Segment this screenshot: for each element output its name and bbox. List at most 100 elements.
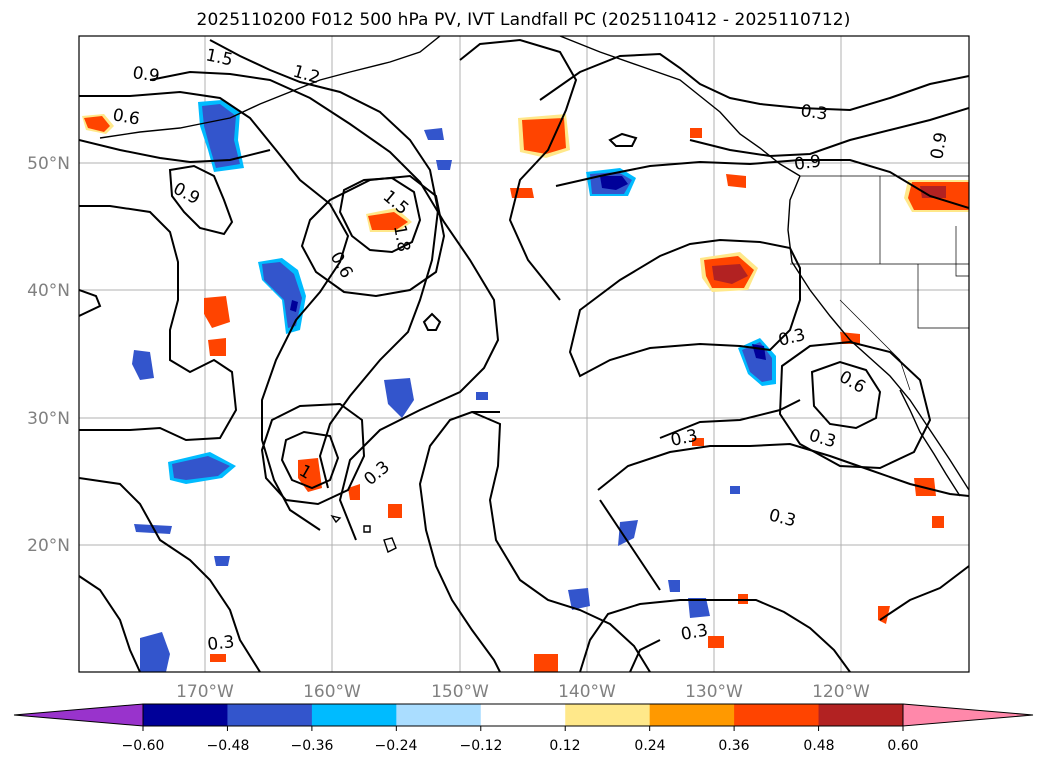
pv-contours bbox=[79, 38, 969, 672]
contour-line bbox=[568, 238, 801, 378]
blue-blob bbox=[600, 176, 628, 190]
contour-label: 0.9 bbox=[927, 131, 951, 161]
contour-line bbox=[300, 174, 446, 298]
colorbar-cell bbox=[480, 704, 566, 726]
orange-blob bbox=[368, 212, 408, 230]
colorbar-outline bbox=[142, 703, 904, 727]
contour-line bbox=[79, 289, 102, 317]
colorbar-extend-right bbox=[902, 703, 1034, 727]
contour-line bbox=[608, 132, 638, 147]
contour-label: 0.3 bbox=[206, 632, 235, 655]
lon-label: 130°W bbox=[685, 682, 743, 702]
colorbar-tick-label: 0.24 bbox=[634, 738, 665, 754]
colorbar-cell bbox=[227, 704, 313, 726]
blue-blob bbox=[214, 556, 230, 566]
colorbar-tick-label: 0.12 bbox=[549, 738, 580, 754]
lon-label: 140°W bbox=[558, 682, 616, 702]
hawaii-island bbox=[330, 514, 342, 524]
orange-blob bbox=[298, 458, 322, 492]
contour-label: 0.9 bbox=[793, 151, 823, 175]
colorbar-cell bbox=[143, 704, 228, 726]
blue-blob bbox=[668, 580, 680, 592]
blue-blob bbox=[262, 262, 302, 328]
blue-blob bbox=[476, 392, 488, 400]
contour-line bbox=[579, 599, 851, 672]
colorbar-cell bbox=[734, 704, 820, 726]
blue-blob bbox=[730, 486, 740, 494]
alaska-peninsula-coast bbox=[99, 36, 441, 139]
colorbar-cell bbox=[818, 704, 904, 726]
colorbar-tick-label: −0.36 bbox=[291, 738, 334, 754]
contour-line bbox=[599, 499, 661, 591]
colorbar-cells bbox=[143, 704, 904, 726]
orange-blob bbox=[204, 296, 230, 328]
lon-label: 160°W bbox=[303, 682, 361, 702]
colorbar-tick-label: −0.24 bbox=[375, 738, 418, 754]
orange-blob bbox=[932, 516, 944, 528]
blue-blob bbox=[618, 520, 638, 546]
contour-line bbox=[629, 639, 661, 672]
contour-line bbox=[659, 399, 801, 439]
map-title: 2025110200 F012 500 hPa PV, IVT Landfall… bbox=[196, 10, 851, 30]
colorbar-tick-label: −0.60 bbox=[122, 738, 165, 754]
colorbar-tick-label: −0.48 bbox=[207, 738, 250, 754]
colorbar-tick-label: 0.36 bbox=[718, 738, 749, 754]
contour-line bbox=[79, 575, 141, 672]
orange-blob bbox=[534, 654, 558, 672]
contour-line bbox=[280, 430, 340, 490]
colorbar-tick-label: 0.60 bbox=[887, 738, 918, 754]
negative-anomaly-shading bbox=[132, 100, 776, 672]
contour-label: 0.6 bbox=[111, 105, 141, 129]
orange-blob bbox=[708, 636, 724, 648]
contour-label: 1.8 bbox=[389, 223, 413, 253]
blue-blob bbox=[688, 598, 710, 618]
orange-blob bbox=[348, 484, 360, 500]
contour-label: 0.3 bbox=[799, 101, 829, 125]
contour-line bbox=[79, 205, 238, 442]
contour-line bbox=[471, 411, 651, 672]
contour-label: 0.9 bbox=[131, 63, 161, 87]
orange-blob bbox=[208, 338, 226, 356]
contour-line bbox=[418, 411, 501, 672]
contour-line bbox=[597, 442, 969, 497]
colorbar-cell bbox=[396, 704, 482, 726]
orange-blob bbox=[712, 264, 748, 284]
contour-line bbox=[555, 159, 969, 209]
hawaii-island bbox=[363, 525, 371, 533]
contour-line bbox=[168, 164, 234, 236]
colorbar-tick-label: 0.48 bbox=[803, 738, 834, 754]
orange-blob bbox=[210, 654, 226, 662]
colorbar-extend-left bbox=[13, 703, 144, 727]
orange-blob bbox=[84, 116, 110, 132]
lat-label: 40°N bbox=[27, 281, 70, 301]
contour-line bbox=[778, 340, 932, 470]
lat-label: 30°N bbox=[27, 409, 70, 429]
orange-blob bbox=[388, 504, 402, 518]
blue-blob bbox=[290, 300, 298, 312]
contour-line bbox=[422, 312, 442, 331]
colorbar-tick-label: −0.12 bbox=[460, 738, 503, 754]
map-frame bbox=[78, 35, 970, 673]
contour-label: 0.3 bbox=[679, 621, 709, 645]
contour-line bbox=[79, 477, 261, 672]
latitude-labels: 50°N 40°N 30°N 20°N bbox=[27, 154, 70, 556]
blue-blob bbox=[424, 128, 444, 140]
contour-line bbox=[879, 565, 969, 621]
colorbar-ticks bbox=[142, 726, 904, 731]
lat-label: 50°N bbox=[27, 154, 70, 174]
blue-blob bbox=[202, 104, 240, 168]
orange-blob bbox=[726, 174, 746, 188]
contour-line bbox=[810, 360, 882, 430]
positive-anomaly-shading bbox=[82, 114, 969, 672]
contour-line bbox=[149, 70, 500, 541]
orange-blob bbox=[510, 188, 534, 198]
contour-line bbox=[79, 139, 271, 164]
blue-blob bbox=[436, 160, 452, 170]
blue-blob bbox=[384, 378, 414, 418]
blue-blob bbox=[140, 632, 170, 672]
lon-label: 150°W bbox=[431, 682, 489, 702]
colorbar-cell bbox=[311, 704, 397, 726]
contour-line bbox=[689, 107, 969, 158]
colorbar: −0.60 −0.48 −0.36 −0.24 −0.12 0.12 0.24 … bbox=[13, 703, 1034, 754]
